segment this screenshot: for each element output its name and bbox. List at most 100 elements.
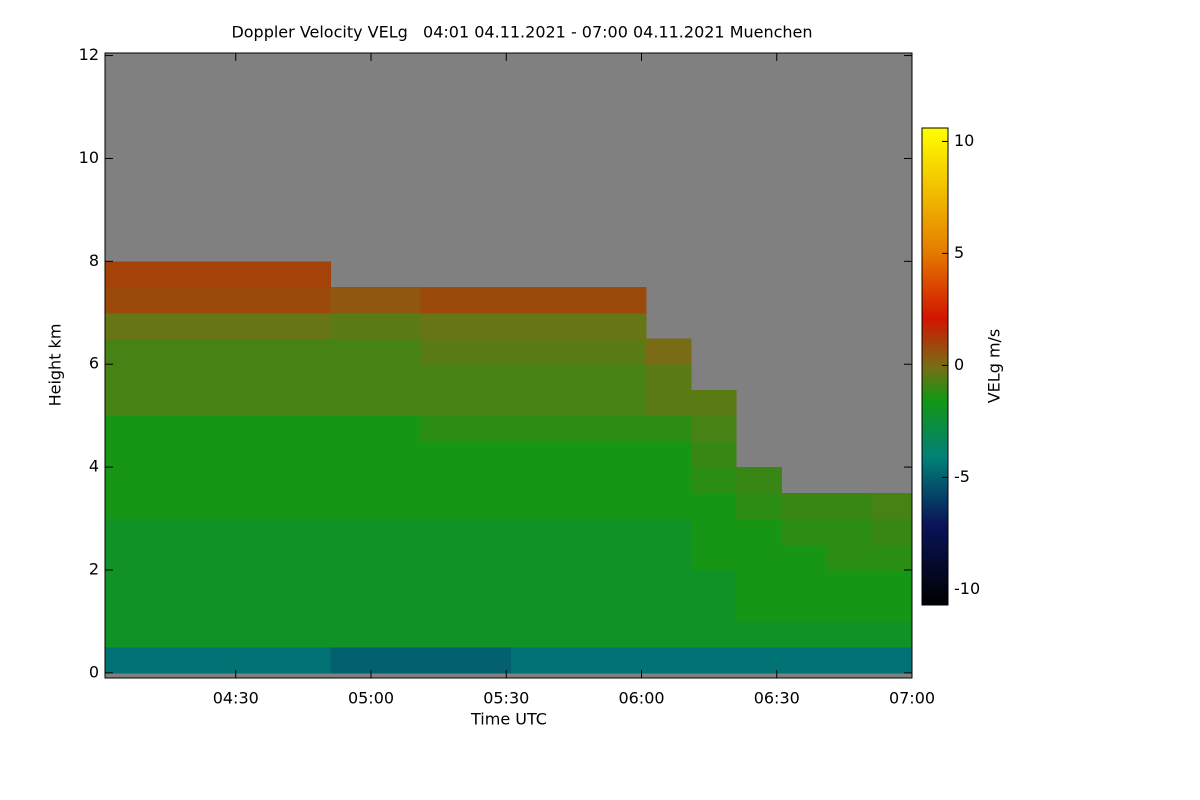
heatmap-cell	[240, 338, 286, 365]
heatmap-cell	[691, 441, 737, 468]
heatmap-cell	[240, 569, 286, 597]
heatmap-cell	[240, 261, 286, 288]
heatmap-cell	[555, 518, 602, 545]
plot-frame	[104, 52, 913, 679]
colorbar-tick-label: -10	[954, 579, 980, 598]
heatmap-cell	[285, 287, 331, 314]
heatmap-cell	[646, 647, 692, 674]
heatmap-cell	[600, 544, 647, 571]
heatmap-cell	[871, 518, 912, 545]
heatmap-cell	[150, 492, 196, 520]
heatmap-cell	[736, 467, 782, 494]
heatmap-cell	[150, 312, 196, 339]
heatmap-cell	[781, 492, 827, 520]
heatmap-cell	[465, 621, 512, 648]
heatmap-cell	[420, 415, 467, 442]
heatmap-cell	[330, 364, 377, 391]
heatmap-cell	[826, 569, 872, 597]
heatmap-cell	[195, 518, 241, 545]
heatmap-cell	[646, 518, 692, 545]
heatmap-cell	[330, 518, 377, 545]
heatmap-cell	[375, 647, 422, 674]
heatmap-cell	[195, 621, 241, 648]
heatmap-cell	[465, 544, 512, 571]
heatmap-cell	[510, 647, 557, 674]
heatmap-cell	[871, 621, 912, 648]
heatmap-cell	[420, 441, 467, 468]
heatmap-cell	[465, 595, 512, 622]
heatmap-cell	[375, 518, 422, 545]
colorbar-tick-label: -5	[954, 467, 970, 486]
heatmap-cell	[285, 312, 331, 339]
heatmap-cell	[781, 518, 827, 545]
heatmap-cell	[285, 467, 331, 494]
heatmap-cell	[375, 492, 422, 520]
heatmap-cell	[420, 569, 467, 597]
heatmap-cell	[330, 569, 377, 597]
heatmap-cell	[285, 261, 331, 288]
heatmap-cell	[465, 389, 512, 417]
heatmap-cell	[465, 415, 512, 442]
y-tick-label: 2	[89, 559, 99, 578]
heatmap-cell	[150, 287, 196, 314]
heatmap-cell	[600, 389, 647, 417]
heatmap-cell	[105, 569, 151, 597]
heatmap-cell	[285, 544, 331, 571]
heatmap-cell	[105, 389, 151, 417]
heatmap-cell	[826, 518, 872, 545]
heatmap-cell	[510, 287, 557, 314]
heatmap-cell	[285, 647, 331, 674]
heatmap-cell	[871, 492, 912, 520]
heatmap-cell	[240, 312, 286, 339]
heatmap-cell	[195, 569, 241, 597]
heatmap-cell	[736, 492, 782, 520]
heatmap-cell	[150, 647, 196, 674]
heatmap-cell	[646, 389, 692, 417]
heatmap-cell	[600, 647, 647, 674]
heatmap-cell	[420, 467, 467, 494]
heatmap-cell	[285, 595, 331, 622]
heatmap-cell	[195, 467, 241, 494]
heatmap-cell	[195, 595, 241, 622]
heatmap-cell	[736, 569, 782, 597]
heatmap-cell	[555, 492, 602, 520]
heatmap-cell	[465, 287, 512, 314]
heatmap-cell	[465, 492, 512, 520]
heatmap-cell	[240, 441, 286, 468]
heatmap-cell	[555, 338, 602, 365]
heatmap-cell	[150, 338, 196, 365]
heatmap-cell	[600, 364, 647, 391]
heatmap-cell	[465, 569, 512, 597]
heatmap-cell	[600, 287, 647, 314]
heatmap-cell	[555, 312, 602, 339]
heatmap-cell	[510, 364, 557, 391]
heatmap-cell	[646, 492, 692, 520]
heatmap-cell	[555, 621, 602, 648]
heatmap-cell	[330, 621, 377, 648]
heatmap-cell	[600, 467, 647, 494]
heatmap-cell	[420, 621, 467, 648]
heatmap-cell	[105, 595, 151, 622]
heatmap-cell	[150, 569, 196, 597]
heatmap-cell	[510, 467, 557, 494]
heatmap-cell	[646, 569, 692, 597]
heatmap-cell	[195, 544, 241, 571]
heatmap-cell	[691, 518, 737, 545]
heatmap-cell	[465, 312, 512, 339]
heatmap-cell	[195, 647, 241, 674]
heatmap-cell	[330, 312, 377, 339]
heatmap-cell	[600, 518, 647, 545]
heatmap-cell	[375, 569, 422, 597]
colorbar-tick-label: 5	[954, 243, 964, 262]
y-tick-label: 4	[89, 457, 99, 476]
heatmap-cell	[285, 621, 331, 648]
heatmap-cell	[150, 621, 196, 648]
heatmap-cell	[330, 415, 377, 442]
heatmap-cell	[600, 569, 647, 597]
heatmap-cell	[781, 647, 827, 674]
heatmap-cell	[150, 544, 196, 571]
heatmap-cell	[375, 595, 422, 622]
heatmap-cell	[150, 518, 196, 545]
heatmap-cell	[555, 364, 602, 391]
heatmap-cell	[375, 544, 422, 571]
